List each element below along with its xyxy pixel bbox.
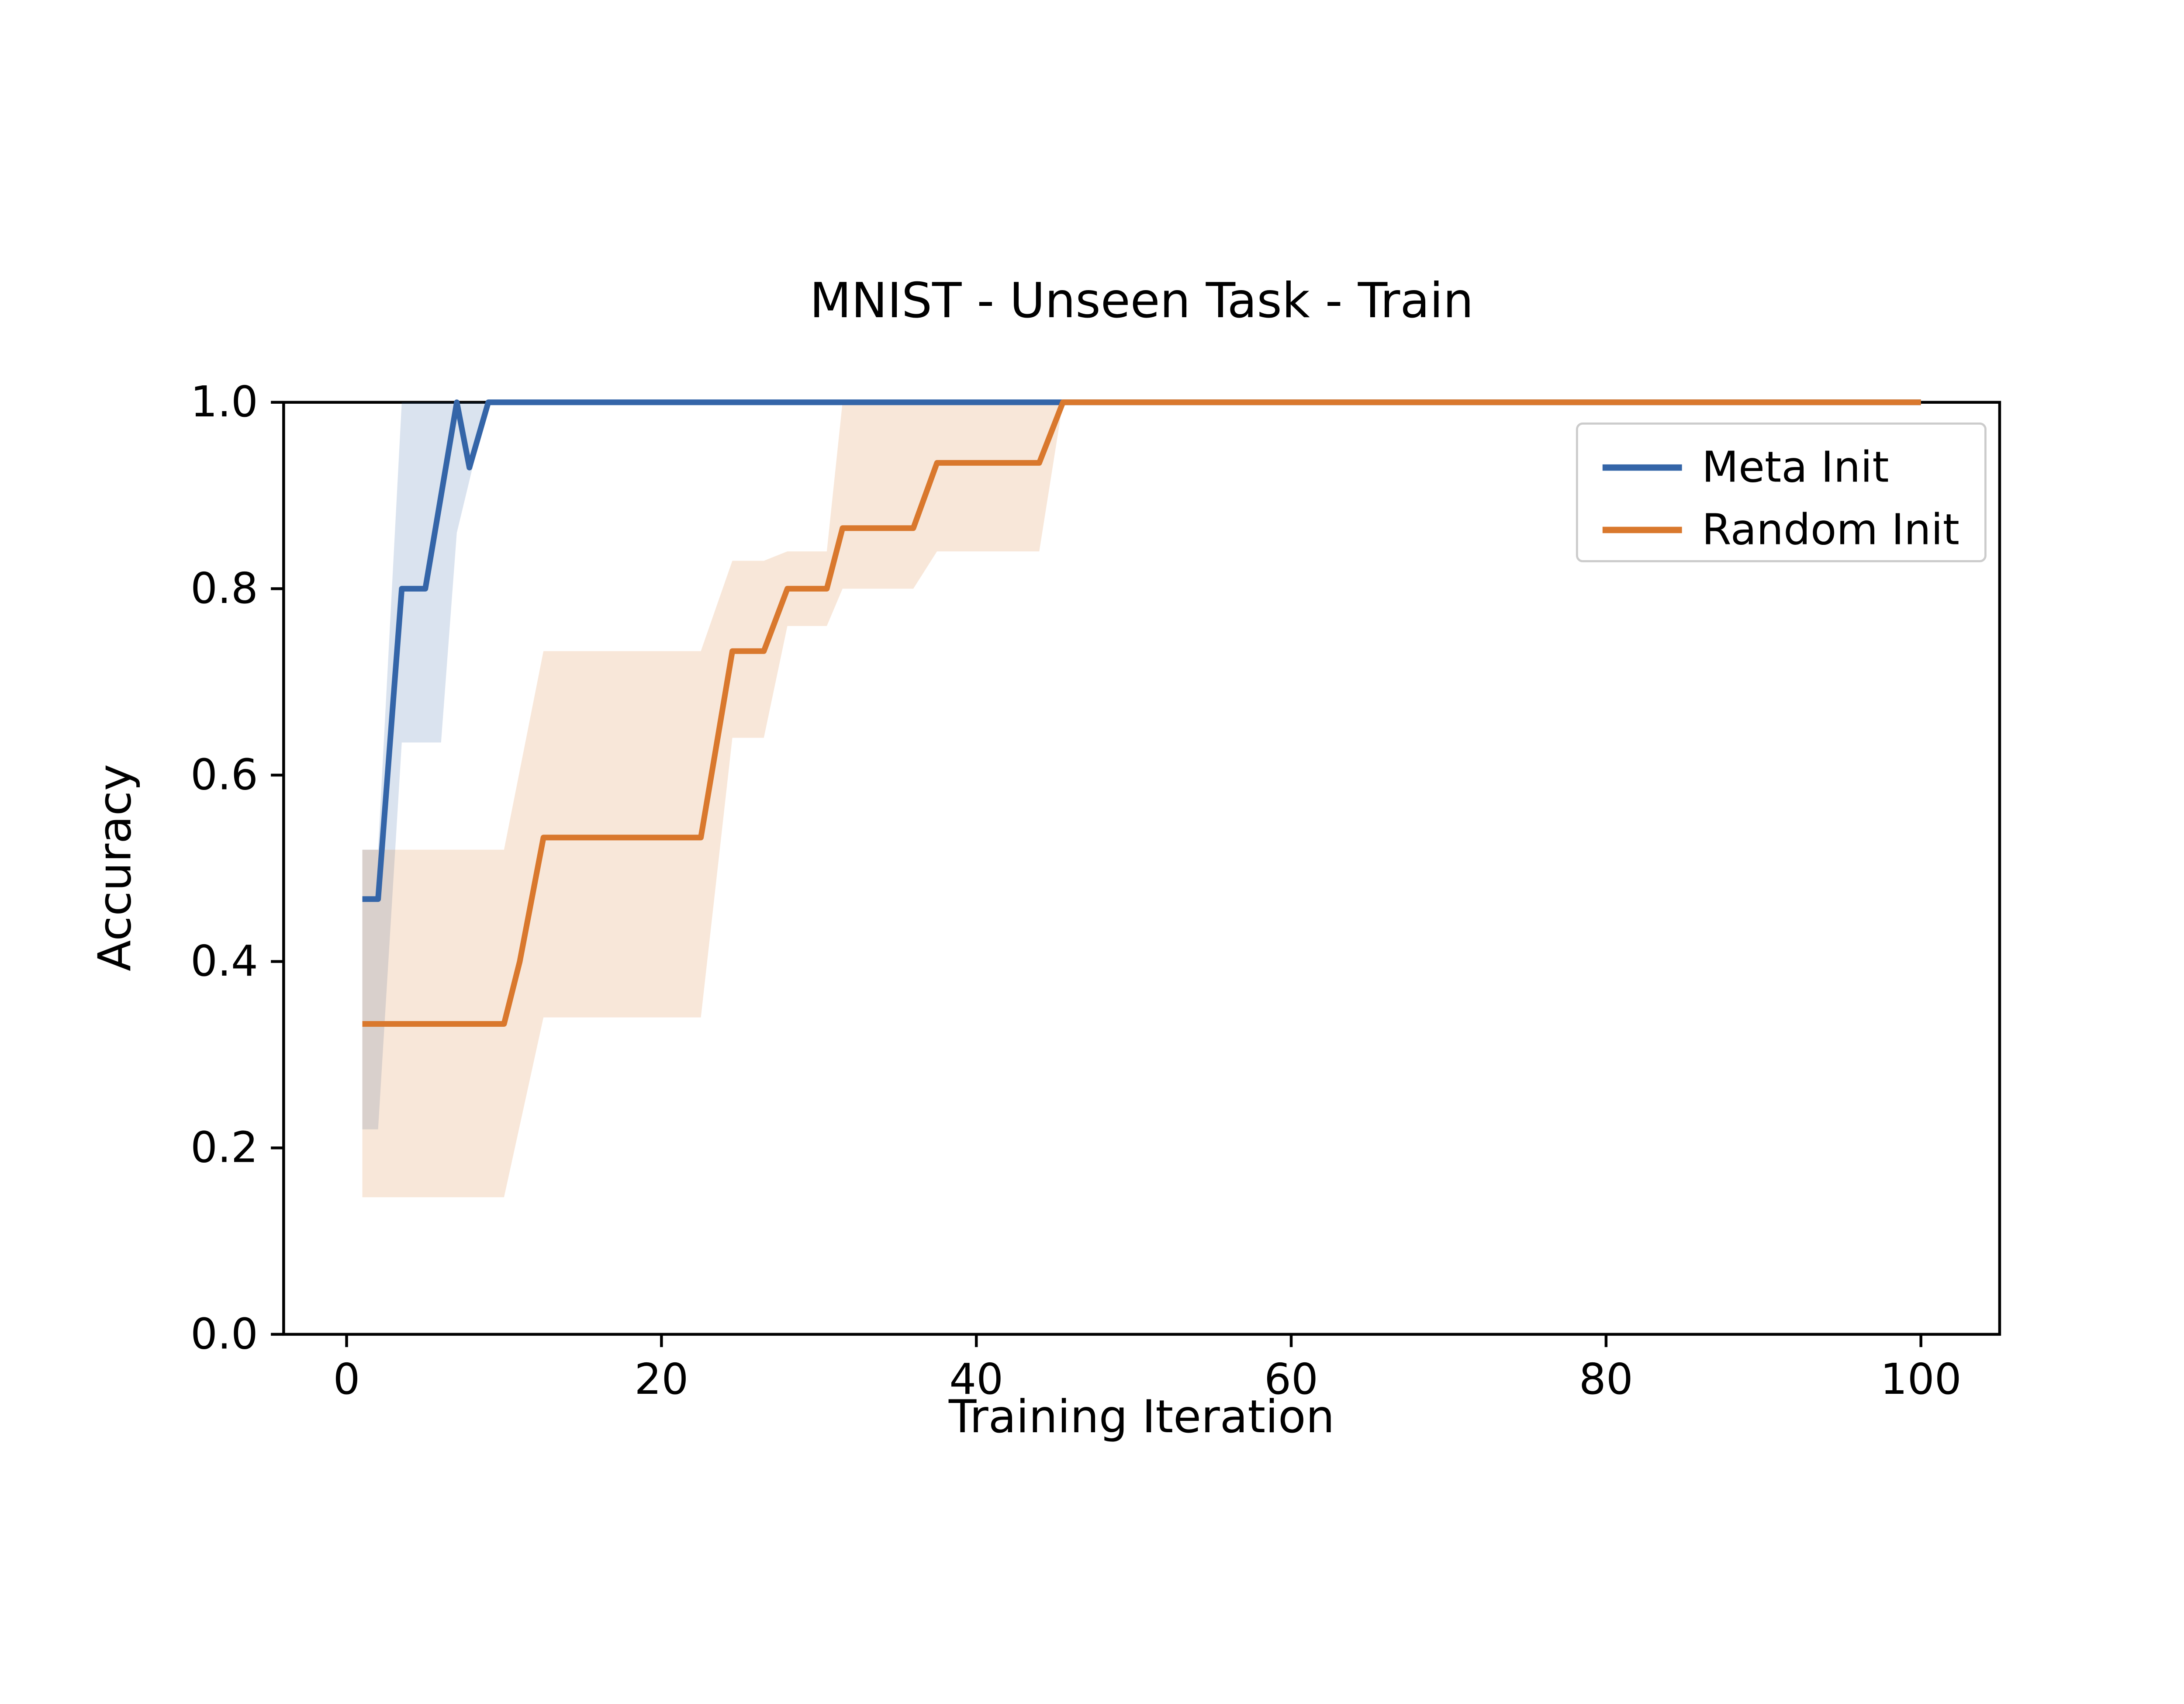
chart-title: MNIST - Unseen Task - Train: [810, 273, 1474, 329]
x-tick-label: 100: [1880, 1354, 1962, 1404]
y-tick-label: 0.6: [190, 750, 258, 799]
confidence-bands: [362, 402, 1921, 1198]
series-line-1: [362, 399, 1921, 1027]
y-tick-label: 1.0: [190, 377, 258, 426]
series-lines: [362, 399, 1921, 1027]
x-tick-label: 0: [333, 1354, 360, 1404]
axis-ticks: 0 20 40 60 80 100 0.0 0.2 0.4 0.6 0.8 1.0: [190, 377, 1962, 1404]
legend-label-random-init: Random Init: [1702, 505, 1959, 554]
x-tick-label: 20: [634, 1354, 688, 1404]
y-tick-label: 0.0: [190, 1309, 258, 1358]
confidence-band-1: [362, 402, 1921, 1198]
x-tick-label: 80: [1579, 1354, 1633, 1404]
legend: Meta Init Random Init: [1576, 423, 1987, 562]
x-tick-label: 60: [1264, 1354, 1318, 1404]
legend-box: [1576, 423, 1987, 562]
legend-label-meta-init: Meta Init: [1702, 443, 1889, 492]
y-axis-label: Accuracy: [89, 764, 142, 971]
y-tick-label: 0.4: [190, 936, 258, 986]
y-tick-label: 0.8: [190, 564, 258, 613]
x-tick-label: 40: [949, 1354, 1003, 1404]
x-axis-label: Training Iteration: [948, 1390, 1335, 1443]
y-tick-label: 0.2: [190, 1123, 258, 1172]
series-line-0: [362, 399, 1921, 902]
